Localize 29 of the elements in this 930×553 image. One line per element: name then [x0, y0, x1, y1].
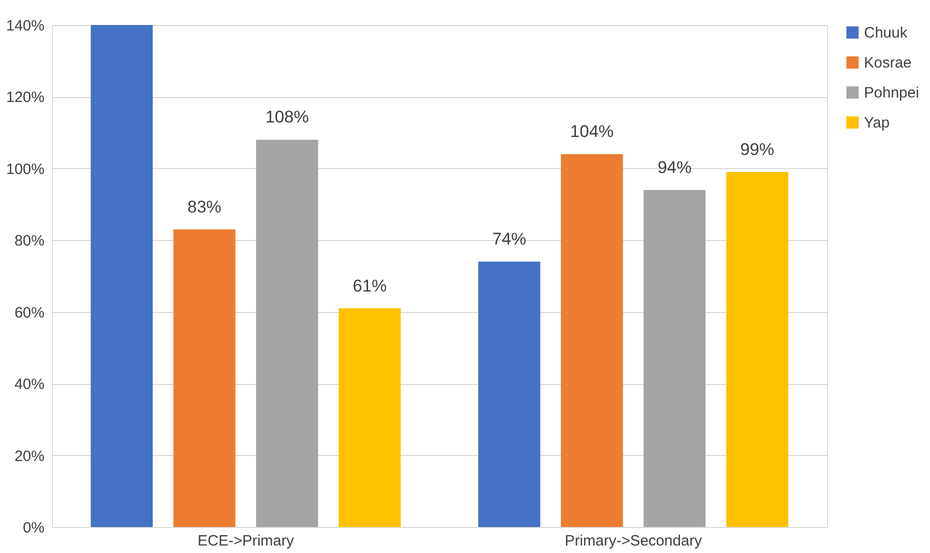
- x-tick-label: Primary->Secondary: [564, 532, 702, 550]
- data-label: 74%: [492, 230, 526, 249]
- legend-label: Kosrae: [864, 54, 912, 72]
- bar: [644, 190, 706, 527]
- y-tick-label: 120%: [6, 89, 44, 106]
- bar: [478, 262, 540, 527]
- x-tick-label: ECE->Primary: [198, 532, 294, 550]
- bar: [173, 229, 236, 527]
- bar: [256, 140, 318, 527]
- bar: [726, 172, 788, 527]
- legend-label: Pohnpei: [864, 84, 920, 102]
- y-tick-label: 60%: [14, 304, 44, 322]
- bar: [338, 308, 401, 527]
- y-tick-label: 140%: [6, 18, 44, 34]
- bar: [90, 25, 153, 527]
- legend-label: Yap: [864, 114, 890, 132]
- bar: [560, 154, 623, 527]
- data-label: 104%: [570, 122, 614, 142]
- y-tick-label: 100%: [6, 160, 44, 178]
- y-tick-label: 80%: [14, 232, 44, 250]
- y-tick-label: 20%: [14, 448, 44, 465]
- data-label: 108%: [265, 108, 309, 127]
- data-label: 99%: [740, 140, 774, 160]
- legend-label: Chuuk: [864, 24, 908, 42]
- data-label: 61%: [352, 276, 387, 296]
- y-tick-label: 0%: [22, 520, 44, 536]
- data-label: 83%: [187, 197, 222, 216]
- y-tick-label: 40%: [14, 376, 44, 394]
- data-label: 94%: [658, 158, 692, 177]
